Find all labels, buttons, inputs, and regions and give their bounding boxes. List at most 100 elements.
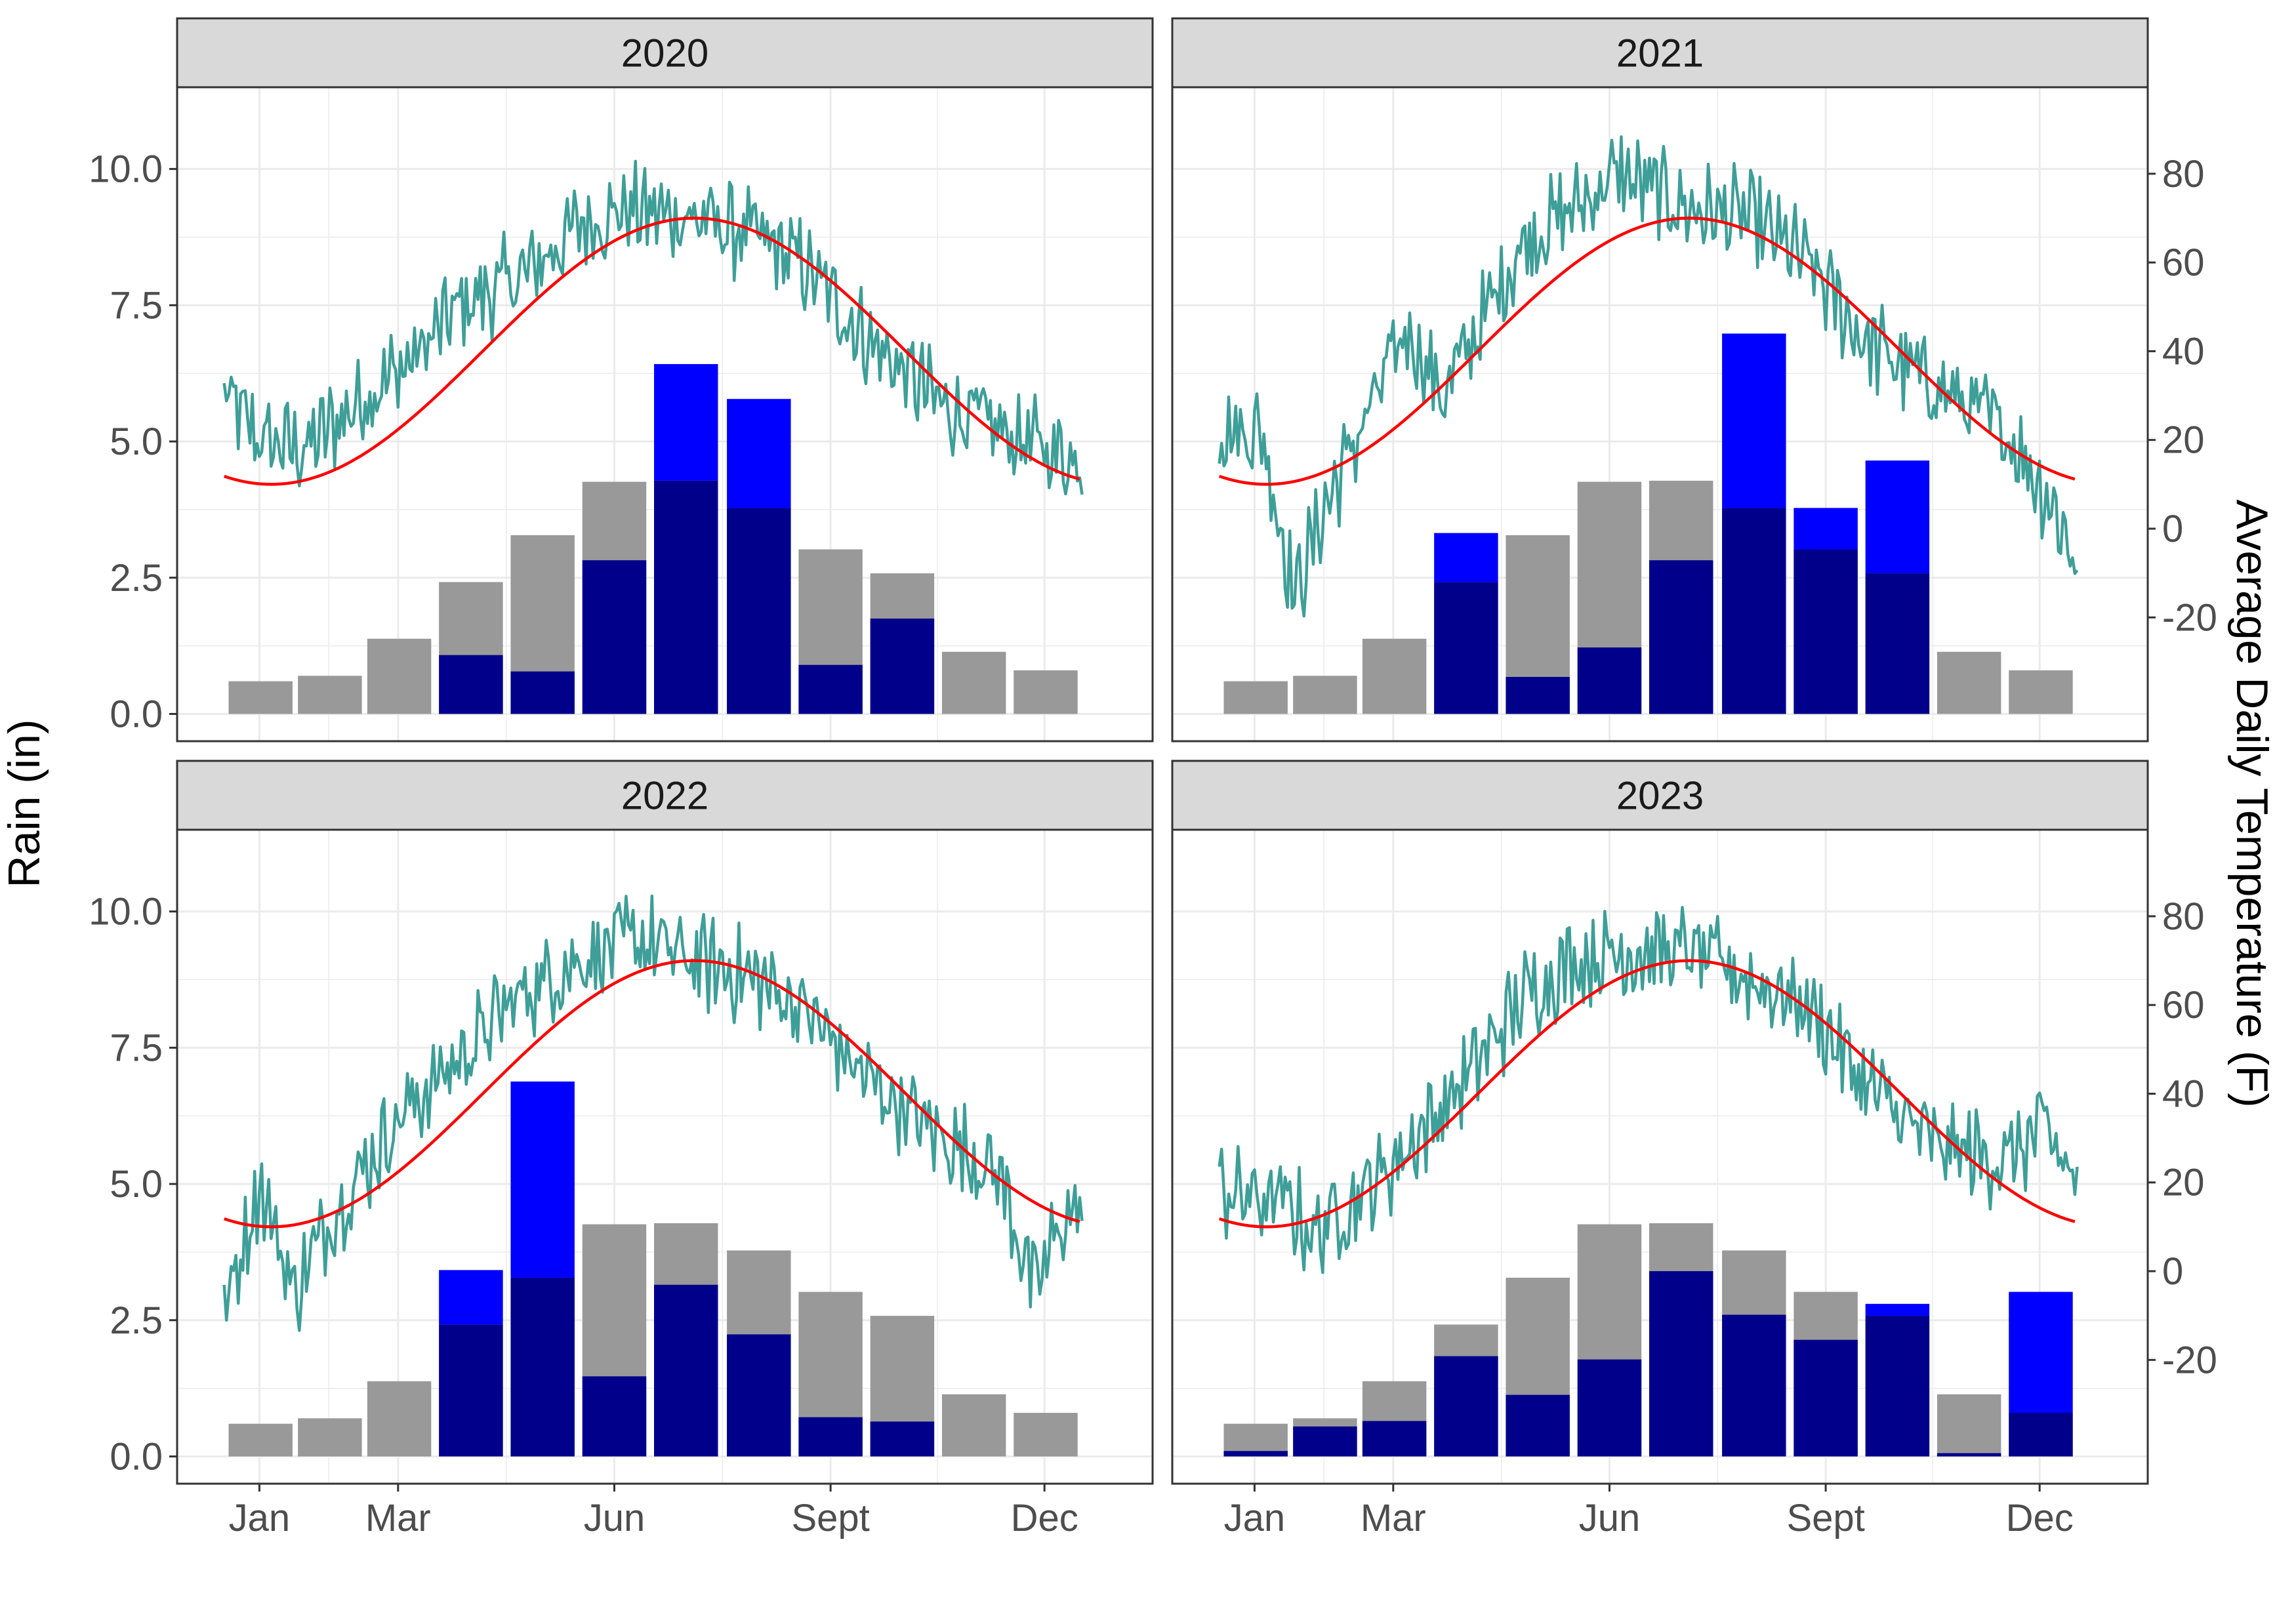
- observed-rain-excess-apr: [439, 1270, 503, 1325]
- x-tick-label: Jun: [1579, 1497, 1641, 1539]
- normal-rain-bar-dec: [1014, 670, 1078, 714]
- y-tick-label: 2.5: [110, 1299, 163, 1342]
- y-tick-label: 0.0: [110, 693, 163, 735]
- y-tick-label: 7.5: [110, 1027, 163, 1069]
- y-tick-label: 10.0: [89, 148, 163, 191]
- facet-strip-label: 2022: [621, 774, 708, 818]
- observed-rain-excess-oct: [1865, 460, 1930, 574]
- panel-2023: 2023 -20 0 20 40 60 80 Jan Mar Jun Sept Dec: [1171, 760, 2217, 1539]
- normal-rain-bar-feb: [298, 676, 362, 714]
- observed-rain-excess-apr: [1434, 533, 1498, 582]
- y-right-tick-label: -20: [2162, 596, 2217, 639]
- observed-rain-bar-oct: [870, 619, 935, 714]
- normal-temperature-curve: [1219, 216, 2076, 486]
- facet-strip: [176, 17, 1154, 89]
- x-tick-label: Sept: [791, 1497, 869, 1539]
- observed-rain-bar-may: [1506, 676, 1570, 714]
- observed-rain-bar-mar: [1362, 1421, 1427, 1457]
- y-tick-label: 10.0: [89, 891, 163, 933]
- y-tick-label: 0.0: [110, 1435, 163, 1478]
- normal-rain-bar-nov: [941, 1394, 1006, 1457]
- observed-rain-bar-jun: [1577, 647, 1642, 714]
- daily-temperature-line: [1218, 906, 2079, 1274]
- x-tick-label: Dec: [2006, 1497, 2074, 1539]
- observed-rain-bar-sep: [798, 664, 863, 714]
- observed-rain-bar-oct: [1865, 1316, 1930, 1457]
- normal-temperature-curve: [224, 959, 1080, 1229]
- y-tick-label: 2.5: [110, 557, 163, 600]
- observed-rain-bar-aug: [1722, 1314, 1786, 1457]
- observed-rain-bar-may: [510, 671, 575, 714]
- y-right-tick-label: 40: [2162, 330, 2205, 373]
- normal-rain-bar-nov: [1937, 651, 2001, 714]
- observed-rain-excess-oct: [1865, 1303, 1930, 1316]
- normal-rain-bar-nov: [1937, 1394, 2001, 1457]
- y-right-tick-label: 0: [2162, 1250, 2183, 1293]
- facet-strip-label: 2023: [1616, 774, 1704, 818]
- y-axis-title-rain: Rain (in): [0, 720, 49, 888]
- observed-rain-bar-jun: [582, 1376, 647, 1457]
- observed-rain-bar-apr: [439, 1324, 503, 1457]
- observed-rain-bar-jun: [1577, 1359, 1642, 1457]
- normal-rain-bar-mar: [1362, 638, 1427, 714]
- x-tick-label: Sept: [1786, 1497, 1864, 1539]
- normal-temperature-curve: [1219, 959, 2076, 1229]
- observed-rain-excess-sep: [1794, 508, 1858, 550]
- facet-strip-label: 2020: [621, 31, 708, 75]
- observed-rain-excess-aug: [1722, 333, 1786, 508]
- x-tick-label: Mar: [1361, 1497, 1426, 1539]
- x-tick-label: Dec: [1011, 1497, 1078, 1539]
- observed-rain-bar-feb: [1293, 1426, 1357, 1457]
- y-tick-label: 5.0: [110, 1163, 163, 1206]
- daily-temperature-line: [222, 159, 1084, 496]
- observed-rain-bar-jul: [1649, 1271, 1713, 1457]
- observed-rain-bar-sep: [798, 1417, 863, 1457]
- y-right-tick-label: 20: [2162, 419, 2205, 462]
- observed-rain-bar-aug: [727, 1334, 791, 1457]
- observed-rain-bar-apr: [439, 655, 503, 714]
- observed-rain-bar-oct: [1865, 573, 1930, 714]
- observed-rain-bar-aug: [1722, 508, 1786, 714]
- x-tick-label: Jan: [1224, 1497, 1286, 1539]
- observed-rain-bar-sep: [1794, 1339, 1858, 1457]
- observed-rain-bar-nov: [1937, 1453, 2001, 1457]
- y-right-tick-label: 20: [2162, 1162, 2205, 1204]
- observed-rain-excess-may: [510, 1081, 575, 1278]
- normal-temperature-curve: [224, 216, 1080, 486]
- observed-rain-bar-sep: [1794, 549, 1858, 714]
- y-right-tick-label: 80: [2162, 895, 2205, 938]
- y-right-tick-label: 40: [2162, 1072, 2205, 1115]
- normal-rain-bar-feb: [298, 1418, 362, 1457]
- observed-rain-excess-dec: [2009, 1292, 2073, 1413]
- x-tick-label: Jun: [584, 1497, 646, 1539]
- observed-rain-bar-apr: [1434, 582, 1498, 714]
- normal-rain-bar-jan: [228, 681, 293, 714]
- y-tick-label: 5.0: [110, 420, 163, 463]
- normal-rain-bar-mar: [367, 638, 432, 714]
- normal-rain-bar-mar: [367, 1381, 432, 1457]
- facet-strip-label: 2021: [1616, 31, 1704, 75]
- y-right-tick-label: -20: [2162, 1339, 2217, 1381]
- observed-rain-bar-jul: [1649, 560, 1713, 714]
- observed-rain-bar-may: [1506, 1394, 1570, 1457]
- panel-2020: 2020 0.0 2.5 5.0 7.5 10.0: [89, 17, 1154, 742]
- normal-rain-bar-nov: [941, 651, 1006, 714]
- observed-rain-bar-may: [510, 1277, 575, 1457]
- y-right-tick-label: 80: [2162, 153, 2205, 195]
- panel-2021: 2021 -20 0 20 40 60 80: [1171, 17, 2217, 742]
- y-axis-title-temperature: Average Daily Temperature (F): [2227, 499, 2277, 1107]
- x-tick-label: Mar: [365, 1497, 431, 1539]
- observed-rain-bar-jan: [1223, 1451, 1288, 1457]
- y-tick-label: 7.5: [110, 284, 163, 327]
- y-right-tick-label: 60: [2162, 984, 2205, 1027]
- observed-rain-bar-oct: [870, 1421, 935, 1457]
- y-right-tick-label: 60: [2162, 241, 2205, 284]
- observed-rain-bar-aug: [727, 508, 791, 714]
- observed-rain-bar-jun: [582, 560, 647, 714]
- observed-rain-bar-apr: [1434, 1356, 1498, 1457]
- x-tick-label: Jan: [229, 1497, 291, 1539]
- observed-rain-bar-jul: [654, 480, 718, 714]
- normal-rain-bar-dec: [2009, 670, 2073, 714]
- y-right-tick-label: 0: [2162, 508, 2183, 550]
